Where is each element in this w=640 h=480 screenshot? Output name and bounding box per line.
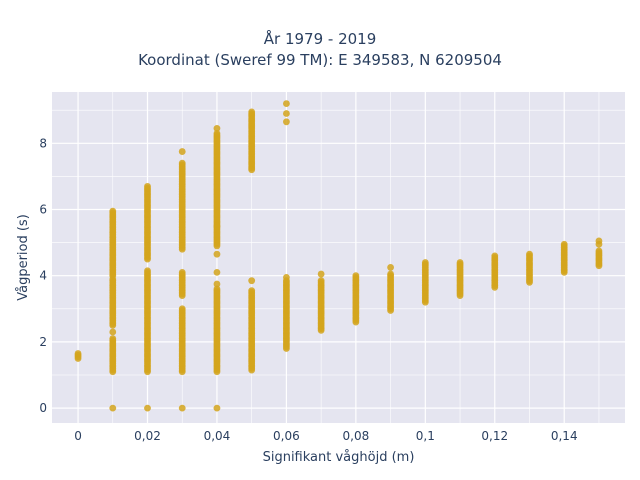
- y-axis-title: Vågperiod (s): [16, 214, 31, 301]
- x-tick-label: 0: [74, 429, 82, 443]
- data-point: [213, 268, 221, 276]
- data-point: [283, 273, 290, 281]
- data-point: [213, 285, 221, 293]
- y-tick-label: 8: [39, 136, 47, 150]
- data-point: [248, 287, 256, 294]
- data-point: [109, 335, 117, 342]
- data-point: [283, 110, 290, 117]
- data-point: [178, 159, 186, 167]
- data-point: [248, 108, 256, 116]
- data-point: [144, 267, 151, 275]
- x-tick-label: 0,08: [343, 429, 370, 443]
- data-point: [213, 250, 221, 258]
- data-point: [109, 328, 117, 336]
- data-point: [387, 264, 394, 271]
- data-point: [560, 240, 568, 248]
- data-point: [491, 252, 499, 260]
- data-point: [74, 350, 82, 357]
- data-point: [178, 305, 186, 313]
- data-point: [109, 207, 117, 215]
- y-tick-label: 0: [39, 401, 47, 415]
- chart-title-line-2: Koordinat (Sweref 99 TM): E 349583, N 62…: [138, 51, 502, 69]
- data-point: [213, 129, 221, 137]
- data-point: [317, 277, 325, 285]
- data-point: [421, 259, 429, 266]
- x-tick-label: 0,14: [551, 429, 578, 443]
- data-point: [595, 247, 603, 255]
- data-point: [178, 269, 186, 276]
- y-tick-label: 4: [39, 269, 47, 283]
- data-points: [74, 100, 603, 412]
- data-point: [178, 148, 186, 155]
- data-point: [283, 118, 290, 126]
- data-point: [144, 182, 151, 190]
- data-point: [283, 100, 290, 107]
- x-tick-label: 0,06: [273, 429, 300, 443]
- data-point: [456, 259, 464, 266]
- x-tick-label: 0,1: [416, 429, 435, 443]
- data-point: [213, 404, 221, 412]
- x-tick-label: 0,12: [481, 429, 508, 443]
- data-point: [178, 404, 186, 412]
- data-point: [213, 280, 221, 288]
- data-point: [213, 222, 221, 230]
- data-point: [248, 277, 256, 285]
- data-point: [526, 250, 533, 258]
- data-point: [352, 272, 360, 280]
- data-point: [144, 404, 151, 412]
- data-point: [387, 270, 394, 278]
- x-tick-label: 0,04: [204, 429, 231, 443]
- y-tick-label: 6: [39, 203, 47, 217]
- data-point: [595, 237, 603, 245]
- data-point: [109, 404, 117, 412]
- data-point: [317, 270, 325, 278]
- plot-area: [52, 92, 625, 423]
- y-tick-label: 2: [39, 335, 47, 349]
- chart-title-line-1: År 1979 - 2019: [263, 30, 377, 48]
- tick-labels: 0 0,02 0,04 0,06 0,08 0,1 0,12 0,14 0 2 4 6 8: [39, 136, 577, 443]
- x-tick-label: 0,02: [134, 429, 161, 443]
- data-point: [213, 125, 221, 132]
- x-axis-title: Signifikant våghöjd (m): [263, 450, 415, 465]
